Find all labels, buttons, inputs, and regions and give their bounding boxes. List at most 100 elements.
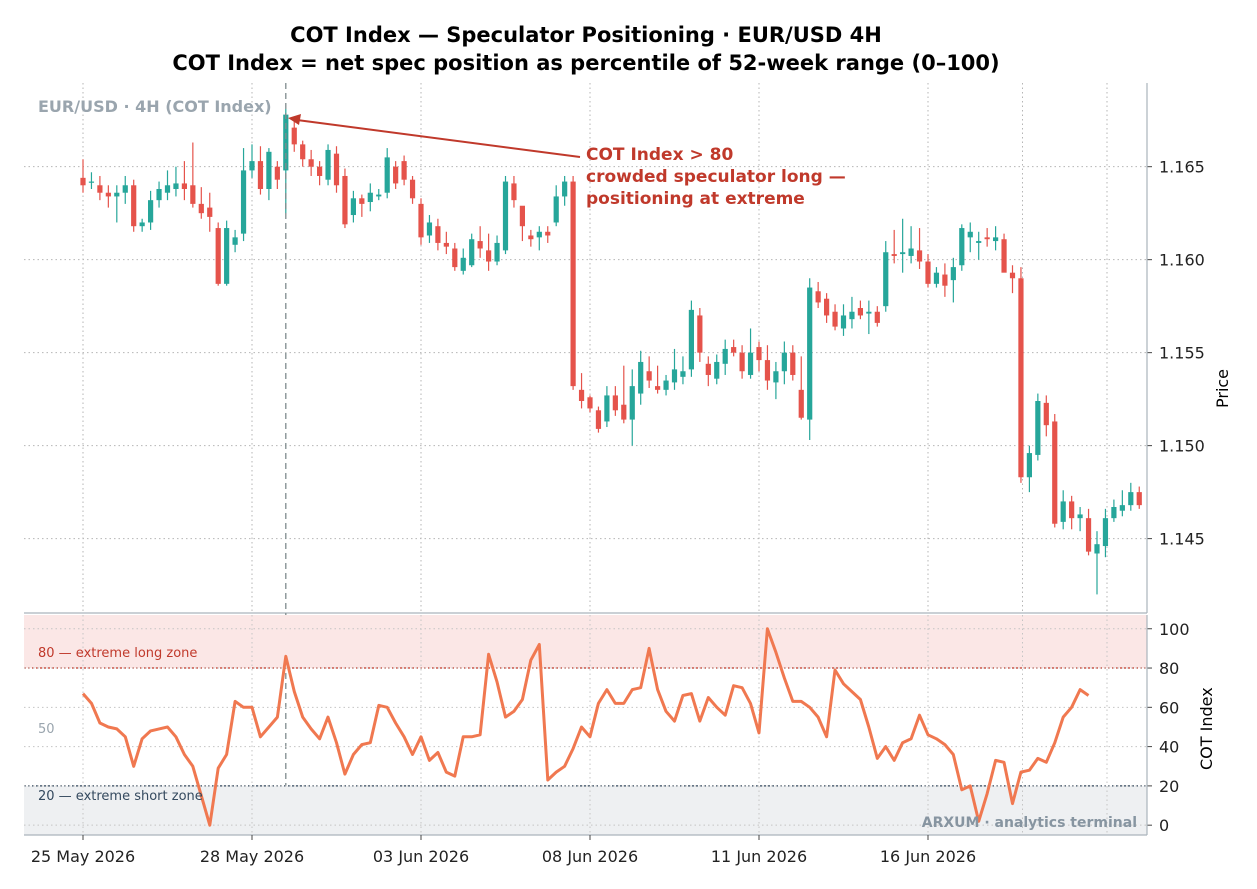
candle — [638, 350, 644, 405]
candle — [393, 161, 399, 189]
candle-body — [266, 151, 272, 189]
candle-body — [655, 386, 661, 390]
candle-body — [325, 149, 331, 180]
candle — [1094, 531, 1100, 595]
candle — [1111, 499, 1117, 522]
candle — [866, 300, 872, 335]
candle-body — [663, 380, 669, 390]
candle — [367, 183, 373, 212]
candle — [705, 356, 711, 387]
candle-body — [874, 311, 880, 323]
candle-body — [731, 347, 737, 353]
cot-index-panel: 0 20 40 60 80 100 COT Index 25 May 2026 28 May 2… — [24, 615, 1216, 866]
candle — [249, 144, 255, 178]
candle-body — [418, 203, 424, 238]
candle-body — [671, 369, 678, 383]
candle — [1085, 508, 1092, 556]
candle — [342, 168, 348, 229]
candle-body — [460, 257, 466, 271]
candle-body — [1128, 492, 1134, 506]
candle — [925, 254, 931, 288]
candle — [215, 222, 221, 286]
candle-body — [367, 192, 373, 203]
candle-body — [122, 185, 128, 193]
candle — [655, 365, 661, 394]
candle — [536, 226, 542, 251]
candle-body — [477, 241, 483, 249]
candle-body — [317, 166, 323, 176]
candle — [1060, 490, 1066, 530]
candle-body — [824, 298, 830, 316]
candle — [97, 175, 103, 201]
candle-body — [486, 250, 492, 262]
candle — [359, 194, 365, 217]
x-tick-label: 28 May 2026 — [200, 847, 304, 866]
candle — [1069, 495, 1075, 530]
candle-body — [900, 252, 906, 255]
price-axis-label: Price — [1213, 369, 1232, 408]
price-tick-label: 1.155 — [1159, 344, 1205, 363]
candle-body — [173, 183, 179, 189]
candle — [857, 300, 863, 320]
candle-body — [148, 200, 154, 223]
candle — [502, 175, 509, 255]
candle-body — [232, 237, 238, 245]
candle-body — [680, 371, 686, 377]
candle-body — [105, 192, 111, 197]
candle — [621, 365, 627, 424]
candle-body — [595, 410, 602, 429]
candle-body — [925, 261, 931, 284]
short-zone-label: 20 — extreme short zone — [38, 789, 203, 804]
cot-index-line — [81, 627, 1090, 827]
candle — [781, 341, 787, 385]
candle — [587, 395, 593, 413]
price-tick-label: 1.150 — [1159, 437, 1205, 456]
candle — [181, 161, 187, 201]
candle — [519, 205, 525, 242]
candle — [663, 374, 669, 396]
candle-body — [764, 360, 771, 381]
candle — [671, 348, 678, 390]
candle — [460, 248, 466, 275]
candle-body — [114, 192, 120, 197]
candle-body — [933, 272, 940, 284]
candle-body — [502, 181, 509, 251]
candle-body — [409, 179, 416, 199]
panel-label: EUR/USD · 4H (COT Index) — [38, 97, 272, 116]
candle-body — [688, 309, 694, 370]
candle — [714, 354, 720, 385]
candle — [131, 179, 137, 232]
candle-body — [1052, 421, 1058, 524]
extreme-long-zone — [24, 615, 1147, 669]
candle — [815, 281, 821, 309]
candle — [190, 142, 196, 208]
candle-body — [257, 161, 264, 189]
candle — [595, 406, 602, 433]
candle-body — [840, 315, 847, 329]
candle-body — [519, 205, 525, 227]
candle-body — [393, 166, 399, 184]
candle — [308, 149, 314, 176]
candle-body — [883, 252, 889, 307]
candle-body — [190, 185, 196, 204]
candle-body — [536, 231, 542, 238]
candle — [207, 192, 213, 232]
candle — [1026, 445, 1032, 493]
candle — [883, 241, 889, 312]
candle-body — [139, 222, 145, 227]
candle — [646, 356, 652, 388]
candle-body — [181, 183, 187, 189]
candle-body — [747, 352, 754, 375]
candle-body — [97, 185, 103, 193]
candle — [697, 308, 703, 362]
candle-body — [131, 185, 137, 227]
candle — [435, 218, 441, 251]
candle-body — [224, 228, 230, 284]
candle — [511, 175, 517, 208]
candle-body — [916, 250, 923, 262]
candle-body — [849, 311, 855, 320]
candle-body — [1001, 239, 1007, 273]
candle-body — [604, 395, 610, 422]
cot-tick-label: 80 — [1159, 659, 1179, 678]
candle-body — [469, 239, 475, 266]
